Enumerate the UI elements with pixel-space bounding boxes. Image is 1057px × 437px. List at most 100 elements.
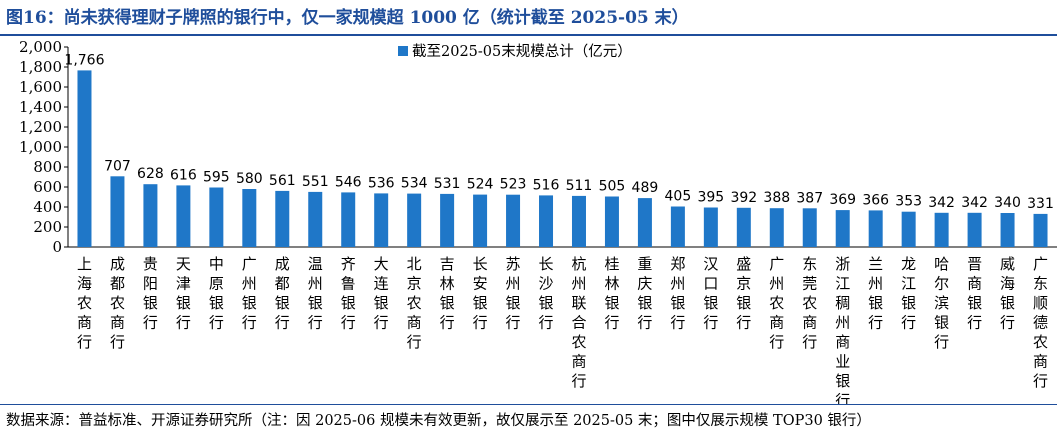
bar-8 [308, 191, 323, 247]
y-tick-label: 600 [33, 178, 62, 196]
category-label-5: 中原银行 [209, 255, 224, 332]
data-label-5: 595 [203, 170, 230, 186]
category-label-25: 兰州银行 [868, 255, 883, 332]
category-label-2: 成都农商行 [110, 255, 125, 351]
data-label-17: 505 [599, 179, 626, 195]
bar-30 [1033, 213, 1048, 247]
category-label-21: 盛京银行 [736, 255, 751, 332]
bar-3 [143, 184, 158, 247]
bar-5 [209, 187, 224, 247]
data-label-21: 392 [730, 190, 757, 206]
y-tick-label: 400 [33, 198, 62, 216]
y-tick-label: 1,400 [19, 98, 62, 116]
y-tick-label: 1,200 [19, 118, 62, 136]
category-label-13: 长安银行 [473, 255, 488, 332]
data-label-13: 524 [467, 177, 494, 193]
data-label-4: 616 [170, 167, 197, 183]
y-tick-label: 0 [52, 238, 62, 256]
data-label-30: 331 [1027, 196, 1054, 212]
data-label-22: 388 [763, 190, 790, 206]
category-label-29: 威海银行 [1000, 255, 1015, 332]
category-label-15: 长沙银行 [539, 255, 554, 332]
data-label-15: 516 [533, 177, 560, 193]
bar-27 [934, 212, 949, 247]
category-label-30: 广东顺德农商行 [1033, 255, 1048, 390]
category-label-27: 哈尔滨银行 [934, 255, 949, 351]
bar-19 [670, 206, 685, 247]
category-label-22: 广州农商行 [769, 255, 784, 351]
data-label-24: 369 [829, 192, 856, 208]
bar-24 [835, 210, 850, 247]
category-label-1: 上海农商行 [77, 255, 92, 351]
bar-9 [341, 192, 356, 247]
category-label-14: 苏州银行 [506, 255, 521, 332]
data-label-18: 489 [632, 180, 659, 196]
category-label-20: 汉口银行 [703, 255, 718, 332]
data-label-29: 340 [994, 195, 1021, 211]
bar-16 [571, 195, 586, 247]
y-tick-label: 1,000 [19, 138, 62, 156]
data-label-11: 534 [401, 176, 428, 192]
bar-15 [539, 195, 554, 247]
bar-20 [703, 207, 718, 247]
category-label-18: 重庆银行 [637, 255, 652, 332]
data-labels: 1,766 707 628 616 595 580 561 551 546 536 534 531 52… [64, 52, 1054, 212]
category-label-24: 浙江稠州商业银行 [835, 255, 850, 404]
y-tick-label: 2,000 [19, 38, 62, 56]
bar-29 [1000, 213, 1015, 247]
bar-21 [736, 207, 751, 247]
data-label-2: 707 [104, 158, 131, 174]
bar-22 [769, 208, 784, 247]
category-label-7: 成都银行 [275, 255, 290, 332]
bar-13 [473, 194, 488, 247]
y-tick-label: 1,600 [19, 78, 62, 96]
data-label-20: 395 [697, 190, 724, 206]
y-tick-label: 1,800 [19, 58, 62, 76]
bar-26 [901, 211, 916, 247]
legend-label: 截至2025-05末规模总计（亿元） [412, 43, 632, 60]
category-label-17: 桂林银行 [604, 255, 619, 332]
data-label-26: 353 [895, 194, 922, 210]
category-label-26: 龙江银行 [901, 255, 916, 332]
bar-2 [110, 176, 125, 247]
category-label-4: 天津银行 [176, 255, 191, 332]
category-label-11: 北京农商行 [407, 255, 422, 351]
data-label-12: 531 [434, 176, 461, 192]
bar-28 [967, 212, 982, 247]
legend: 截至2025-05末规模总计（亿元） [398, 43, 632, 60]
y-tick-label: 800 [33, 158, 62, 176]
data-label-7: 561 [269, 173, 296, 189]
legend-swatch [398, 46, 408, 56]
data-label-8: 551 [302, 174, 329, 190]
data-label-28: 342 [961, 195, 988, 211]
chart-title: 图16：尚未获得理财子牌照的银行中，仅一家规模超 1000 亿（统计截至 202… [6, 8, 689, 28]
category-label-28: 晋商银行 [967, 255, 982, 332]
y-tick-label: 200 [33, 218, 62, 236]
category-label-9: 齐鲁银行 [341, 255, 356, 332]
data-label-3: 628 [137, 166, 164, 182]
category-label-8: 温州银行 [308, 255, 323, 332]
bar-1 [77, 70, 92, 248]
bar-11 [407, 193, 422, 247]
bar-7 [275, 190, 290, 247]
data-label-27: 342 [928, 195, 955, 211]
category-label-12: 吉林银行 [440, 255, 455, 332]
data-label-19: 405 [665, 189, 692, 205]
bar-23 [802, 208, 817, 247]
data-label-9: 546 [335, 174, 362, 190]
category-label-19: 郑州银行 [670, 255, 685, 332]
bar-10 [374, 193, 389, 247]
data-label-6: 580 [236, 171, 263, 187]
category-label-16: 杭州联合农商行 [571, 255, 586, 390]
title-rule [0, 34, 1057, 36]
source-rule [0, 404, 1057, 405]
bar-12 [440, 193, 455, 247]
data-label-1: 1,766 [64, 52, 104, 68]
source-note: 数据来源：普益标准、开源证券研究所（注：因 2025-06 规模未有效更新，故仅… [6, 413, 871, 429]
category-label-6: 广州银行 [242, 255, 257, 332]
bar-25 [868, 210, 883, 247]
bars [77, 70, 1048, 248]
category-labels: 上海农商行 成都农商行 贵阳银行 天津银行 中原银行 广州银行 成都银行 温州银行 齐鲁银行 大连… [77, 255, 1048, 404]
bar-6 [242, 189, 257, 247]
data-label-25: 366 [862, 192, 889, 208]
